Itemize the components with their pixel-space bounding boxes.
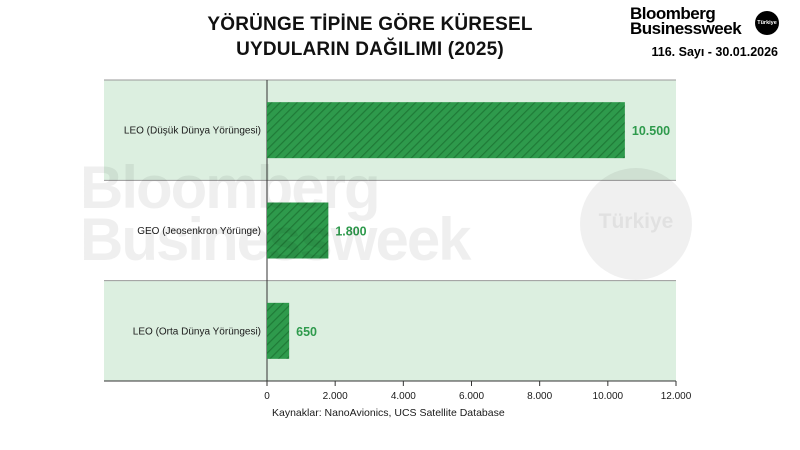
- x-tick-label: 6.000: [459, 391, 484, 402]
- chart-title: YÖRÜNGE TİPİNE GÖRE KÜRESEL UYDULARIN DA…: [160, 12, 580, 62]
- publisher-logo: Bloomberg Businessweek Türkiye: [630, 4, 790, 38]
- chart-title-line-2: UYDULARIN DAĞILIMI (2025): [236, 39, 504, 60]
- logo-line-2: Businessweek: [630, 19, 742, 38]
- category-band: [104, 180, 676, 281]
- bar-value-label: 650: [296, 325, 317, 339]
- category-label: LEO (Orta Dünya Yörüngesi): [133, 326, 261, 337]
- source-note: Kaynaklar: NanoAvionics, UCS Satellite D…: [272, 407, 505, 419]
- category-label: GEO (Jeosenkron Yörünge): [137, 226, 261, 237]
- bar-value-label: 10.500: [632, 124, 670, 138]
- category-label: LEO (Düşük Dünya Yörüngesi): [124, 126, 261, 137]
- x-tick-label: 10.000: [593, 391, 624, 402]
- bar: [267, 302, 290, 359]
- chart-title-line-1: YÖRÜNGE TİPİNE GÖRE KÜRESEL: [207, 14, 533, 35]
- logo-badge: Türkiye: [755, 11, 779, 35]
- bar-value-label: 1.800: [335, 225, 366, 239]
- issue-info: 116. Sayı - 30.01.2026: [651, 45, 779, 59]
- bar: [267, 202, 329, 259]
- bar: [267, 102, 625, 159]
- x-tick-label: 4.000: [391, 391, 416, 402]
- x-tick-label: 2.000: [323, 391, 348, 402]
- logo-line-1: Bloomberg: [630, 4, 716, 23]
- category-band: [104, 280, 676, 381]
- x-tick-label: 8.000: [527, 391, 552, 402]
- x-tick-label: 12.000: [661, 391, 692, 402]
- x-tick-label: 0: [264, 391, 270, 402]
